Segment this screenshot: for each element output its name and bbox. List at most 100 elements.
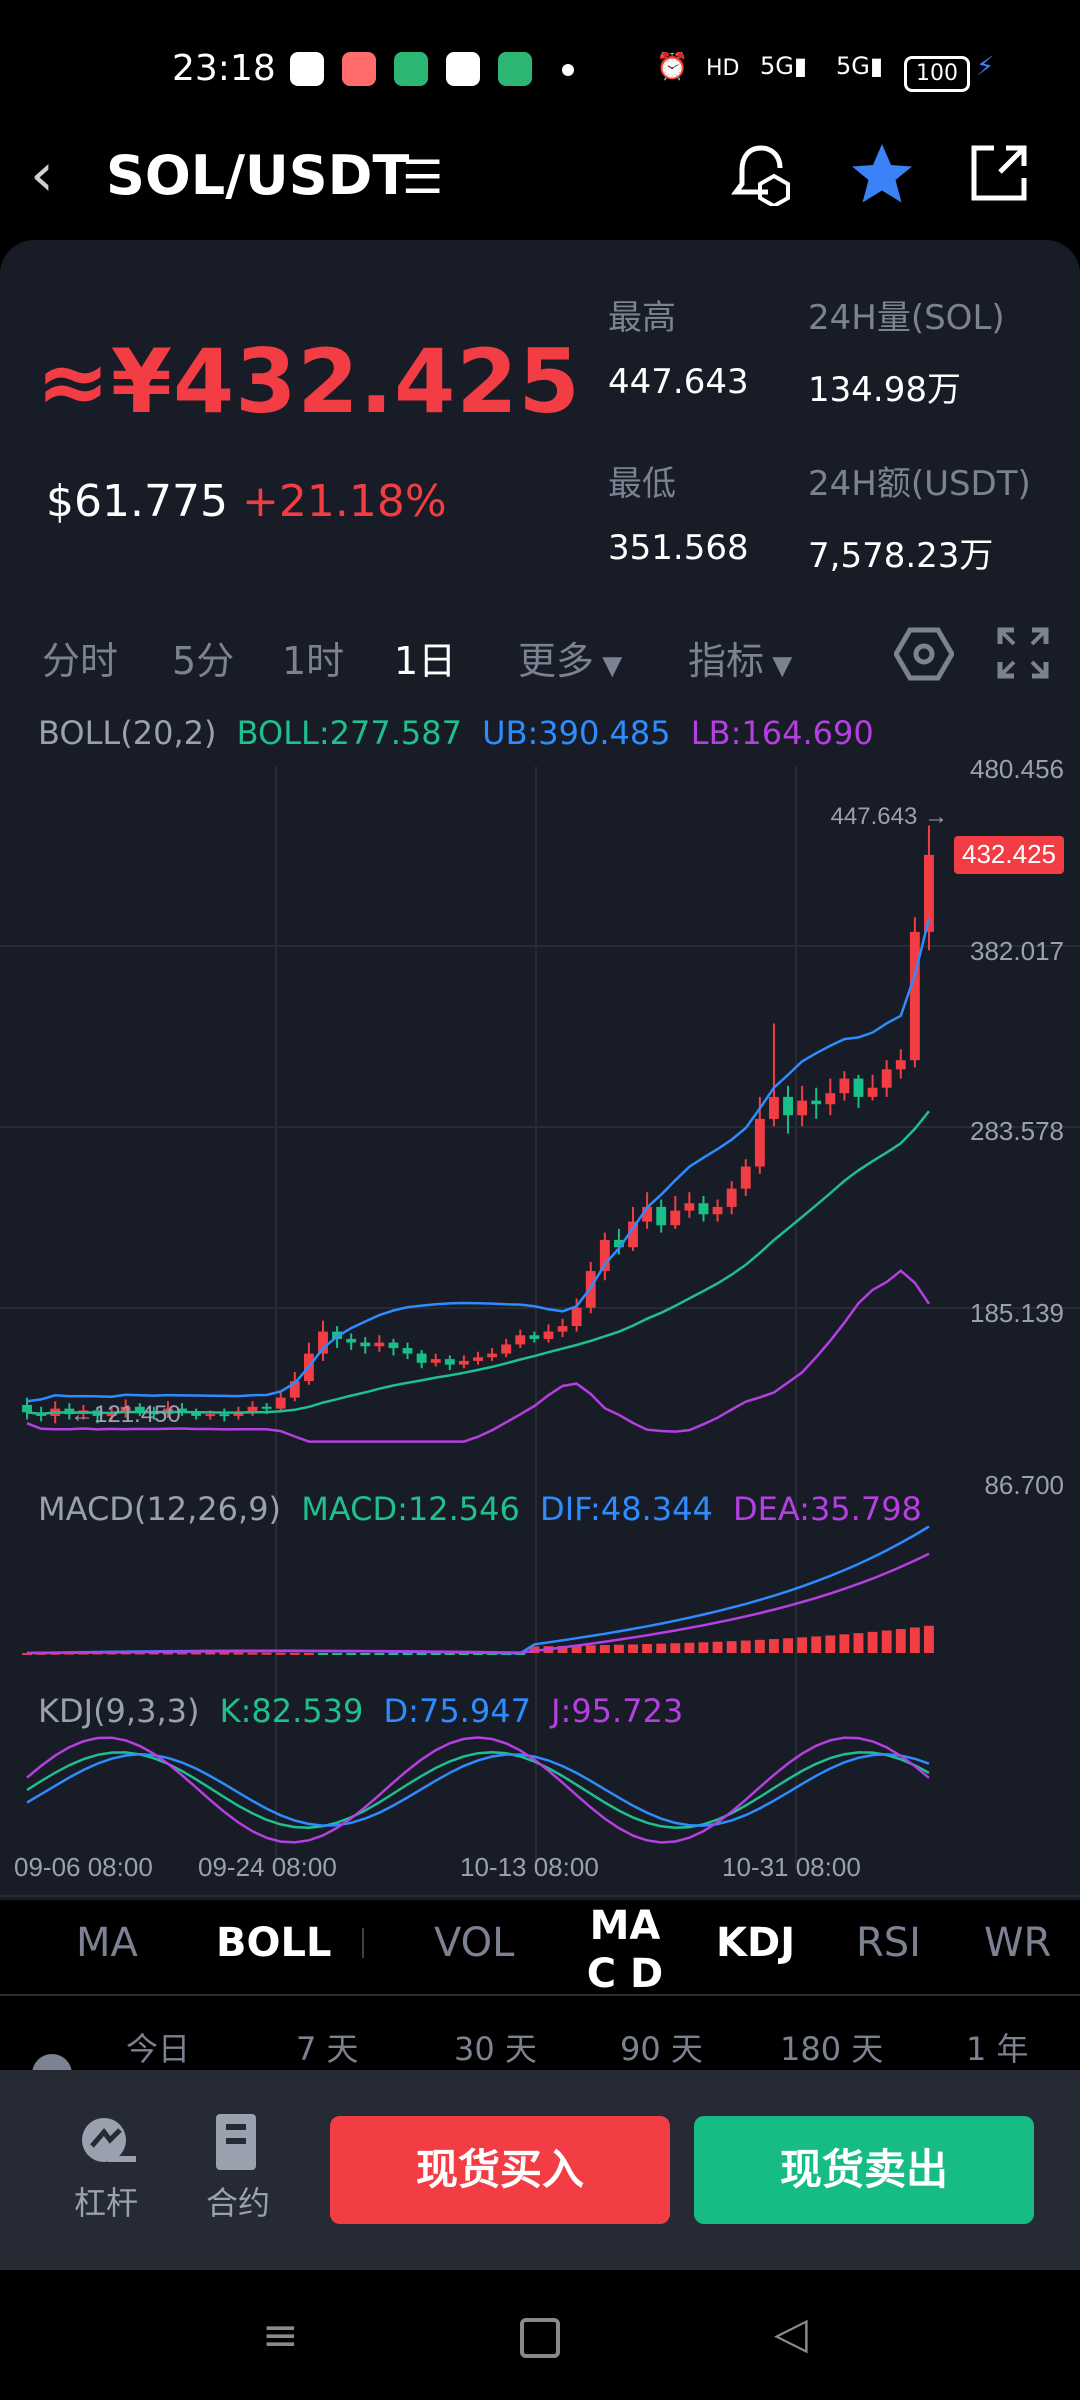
macd-histogram-bar [473,1653,483,1655]
macd-histogram-bar [332,1653,343,1655]
signal-5g-2-icon: 5G▮ [836,52,884,80]
candle-body [416,1353,427,1363]
indicator-tab-rsi[interactable]: RSI [856,1920,921,1966]
back-nav-icon[interactable]: ◁ [774,2308,808,2359]
kdj-name: KDJ(9,3,3) [38,1692,200,1730]
kline-chart[interactable]: 480.456 382.017 283.578 185.139 86.700 09-06 … [0,700,1080,1900]
range-today[interactable]: 今日 [126,2030,191,2068]
tab-5min[interactable]: 5分 [172,639,235,683]
macd-histogram-bar [684,1642,695,1653]
macd-histogram-bar [825,1635,836,1653]
back-button[interactable]: ‹ [30,140,54,210]
max-price-marker: 447.643 → [831,803,948,830]
contract-entry[interactable]: 合约 [198,2110,278,2224]
macd-histogram-bar [712,1641,723,1653]
macd-histogram-bar [430,1653,441,1655]
macd-histogram-bar [346,1653,357,1655]
candle-body [656,1206,667,1226]
status-time: 23:18 [172,48,276,89]
boll-legend: BOLL(20,2) BOLL:277.587 UB:390.485 LB:16… [38,714,874,752]
macd-histogram-bar [275,1652,286,1655]
range-90d[interactable]: 90 天 [620,2030,703,2068]
home-nav-icon[interactable] [520,2318,560,2358]
x-tick-label: 09-24 08:00 [198,1852,337,1882]
macd-histogram-bar [642,1644,653,1653]
candle-body [247,1406,258,1413]
browser-app-icon [446,52,480,86]
price-alert-icon[interactable] [728,140,794,206]
candle-body [318,1331,328,1354]
wechat-app-icon [498,52,532,86]
indicator-tab-boll[interactable]: BOLL [216,1920,332,1966]
macd-histogram-bar [388,1653,399,1655]
macd-histogram-bar [797,1637,808,1653]
range-1y[interactable]: 1 年 [966,2030,1029,2068]
alarm-icon: ⏰ [656,52,689,82]
candle-body [754,1118,765,1167]
range-7d[interactable]: 7 天 [296,2030,359,2068]
macd-histogram-bar [867,1631,878,1653]
tab-1hour[interactable]: 1时 [282,639,345,683]
low-label: 最低 [608,464,676,504]
tab-1day[interactable]: 1日 [394,639,457,683]
range-30d[interactable]: 30 天 [454,2030,537,2068]
indicator-tab-kdj[interactable]: KDJ [716,1920,796,1966]
menu-nav-icon[interactable]: ≡ [262,2310,299,2361]
boll-mid-value: BOLL:277.587 [236,714,462,752]
macd-histogram-bar [177,1652,187,1655]
hd-icon: HD [706,56,740,81]
candle-body [22,1404,32,1413]
tab-indicators[interactable]: 指标 ▼ [688,630,792,685]
leverage-entry[interactable]: 杠杆 [66,2110,146,2224]
share-icon[interactable] [966,140,1032,206]
system-nav-bar: ≡ ◁ [0,2270,1080,2400]
indicator-tab-vol[interactable]: VOL [434,1920,515,1966]
candle-body [853,1078,864,1097]
candle-body [402,1348,413,1354]
boll-lb-value: LB:164.690 [690,714,874,752]
google-icon [290,52,324,86]
list-icon[interactable]: ☰ [402,150,444,204]
macd-histogram-bar [853,1633,864,1653]
indicator-tab-macd[interactable]: MAC D [586,1903,664,1997]
spot-sell-button[interactable]: 现货卖出 [694,2116,1034,2224]
candle-body [670,1210,681,1226]
settings-hexagon-icon[interactable] [894,626,954,682]
macd-histogram-bar [881,1630,892,1653]
last-price: ≈¥432.425 [36,330,581,433]
indicator-tab-wr[interactable]: WR [984,1920,1052,1966]
price-change: +21.18% [242,476,447,527]
macd-histogram-bar [191,1652,202,1655]
macd-histogram-bar [402,1653,413,1655]
candle-body [458,1360,469,1365]
macd-histogram-bar [134,1652,145,1655]
macd-histogram-bar [247,1652,258,1655]
candle-body [106,1412,117,1416]
shield-app-icon [394,52,428,86]
candle-body [684,1203,695,1211]
candle-body [444,1359,455,1365]
spot-buy-button[interactable]: 现货买入 [330,2116,670,2224]
candle-body [881,1069,892,1088]
macd-histogram-bar [698,1642,709,1653]
boll-lower-line [26,1269,931,1443]
candle-body [797,1100,808,1116]
fullscreen-icon[interactable] [996,626,1050,680]
candle-body [120,1406,131,1413]
candle-body [825,1093,836,1105]
macd-dea-line [27,1552,930,1655]
tab-timeshare[interactable]: 分时 [42,639,119,683]
indicator-tab-ma[interactable]: MA [76,1920,138,1966]
k-value: K:82.539 [219,1692,364,1730]
candle-body [543,1331,554,1339]
usd-price: $61.775 [46,476,228,527]
range-180d[interactable]: 180 天 [780,2030,884,2068]
app-icon [342,52,376,86]
macd-histogram-bar [205,1652,216,1655]
candle-body [177,1408,187,1413]
pair-title[interactable]: SOL/USDT [106,144,410,207]
candle-body [740,1166,751,1189]
star-icon[interactable] [846,138,918,210]
tab-more[interactable]: 更多 ▼ [518,630,622,685]
macd-histogram-bar [289,1652,300,1655]
